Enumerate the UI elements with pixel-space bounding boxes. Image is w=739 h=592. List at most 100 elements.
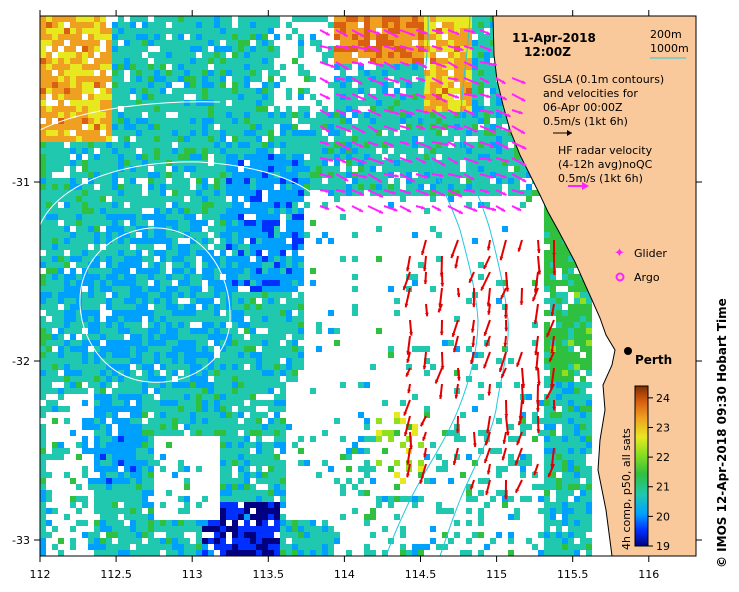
gsla-arrow — [463, 205, 478, 212]
y-tick-label: -32 — [12, 355, 30, 368]
gsla-arrow — [495, 125, 512, 133]
gsla-arrow — [495, 189, 507, 196]
gsla-arrow — [479, 61, 497, 67]
hf-arrow — [536, 239, 541, 253]
gsla-arrow — [335, 109, 346, 116]
hf-arrow — [439, 319, 444, 336]
gsla-arrow — [319, 189, 330, 193]
hf-arrow — [470, 319, 475, 333]
hf-arrow — [483, 351, 491, 369]
hf-arrow — [437, 303, 443, 313]
gsla-arrow — [367, 45, 379, 53]
hf-arrow — [424, 303, 429, 317]
gsla-arrow — [335, 189, 346, 194]
gsla-arrow — [351, 141, 364, 148]
gsla-arrow — [367, 125, 379, 134]
gsla-arrow — [399, 45, 415, 51]
hf-arrow — [537, 255, 542, 275]
hf-arrow — [406, 447, 411, 465]
gsla-arrow — [479, 141, 494, 148]
hf-arrow — [516, 351, 523, 367]
gsla-arrow — [399, 173, 416, 183]
hf-arrow — [500, 287, 507, 300]
hf-arrow — [537, 367, 541, 386]
hf-arrow — [451, 319, 459, 338]
x-axis: 112 112.5 113 113.5 114 114.5 115 115.5 116 — [30, 10, 659, 581]
gsla-arrow — [367, 141, 379, 147]
colorbar-title: 4h comp, p50, all sats — [620, 428, 633, 550]
hf-arrow — [498, 351, 507, 373]
gsla-arrow — [431, 93, 448, 103]
gsla-arrow — [367, 61, 385, 67]
gsla-arrow — [415, 205, 426, 210]
gsla-arrow — [479, 77, 490, 84]
gsla-arrow — [319, 45, 333, 50]
hf-arrow — [472, 431, 477, 448]
gsla-arrow — [415, 173, 429, 179]
gsla-arrow — [351, 125, 366, 135]
gsla-arrow — [351, 45, 369, 51]
hf-arrow — [514, 447, 523, 466]
hf-arrow — [422, 351, 427, 370]
gsla-arrow — [383, 93, 396, 98]
gsla-arrow — [415, 109, 430, 114]
argo-symbol — [615, 272, 625, 282]
hf-arrow — [406, 255, 411, 272]
gsla-arrow — [351, 157, 367, 165]
hf-arrow — [486, 287, 491, 307]
hf-arrow — [405, 367, 411, 377]
x-tick-label: 116 — [638, 568, 659, 581]
hf-arrow — [406, 351, 411, 364]
gsla-arrow — [351, 109, 362, 114]
gsla-arrow — [319, 93, 331, 100]
hf-arrow — [550, 335, 555, 354]
hf-arrow — [480, 271, 491, 291]
gsla-arrow — [495, 157, 510, 163]
gsla-arrow — [351, 205, 364, 213]
hf-arrow — [500, 367, 507, 379]
gsla-legend-line3: 06-Apr 00:00Z — [543, 101, 623, 114]
imos-credit: © IMOS 12-Apr-2018 09:30 Hobart Time — [715, 298, 729, 568]
hf-arrow — [533, 303, 539, 325]
glider-label: Glider — [634, 247, 667, 260]
x-tick-label: 114 — [334, 568, 355, 581]
depth-200-label: 200m — [650, 28, 682, 41]
gsla-arrow — [335, 173, 349, 182]
gsla-arrow — [495, 173, 507, 179]
hf-arrow — [552, 399, 557, 411]
gsla-arrow — [447, 61, 459, 69]
gsla-arrow — [511, 125, 526, 135]
gsla-arrow — [463, 45, 474, 50]
gsla-arrow — [511, 141, 527, 150]
gsla-arrow — [479, 125, 496, 134]
hf-arrow — [483, 319, 491, 337]
gsla-arrow — [431, 45, 443, 51]
hf-radar-arrows — [402, 239, 557, 500]
gsla-arrow — [447, 205, 464, 215]
hf-arrow — [484, 431, 491, 446]
gsla-arrow — [463, 141, 475, 149]
gsla-arrow — [447, 173, 463, 179]
gsla-arrow — [495, 93, 508, 101]
gsla-arrow — [495, 109, 511, 118]
gsla-arrow — [447, 93, 460, 99]
colorbar-ticks: 19 20 21 22 23 24 — [648, 392, 670, 553]
gsla-arrow — [447, 125, 464, 130]
gsla-arrow — [351, 173, 368, 179]
gsla-arrow — [335, 157, 347, 164]
isobath-200m — [439, 16, 509, 556]
hf-arrow — [452, 335, 459, 353]
gsla-arrow — [431, 205, 442, 212]
hf-arrow — [409, 431, 413, 450]
gsla-arrow — [383, 109, 400, 116]
gsla-arrow — [319, 141, 330, 146]
gsla-arrow — [463, 61, 478, 69]
hf-arrow — [483, 447, 491, 464]
gsla-arrow — [367, 109, 382, 117]
x-tick-label: 114.5 — [405, 568, 437, 581]
gsla-arrow — [431, 77, 444, 85]
hf-legend-line2: (4-12h avg)noQC — [558, 158, 653, 171]
gsla-arrow — [319, 205, 330, 211]
hf-arrow — [487, 303, 491, 315]
